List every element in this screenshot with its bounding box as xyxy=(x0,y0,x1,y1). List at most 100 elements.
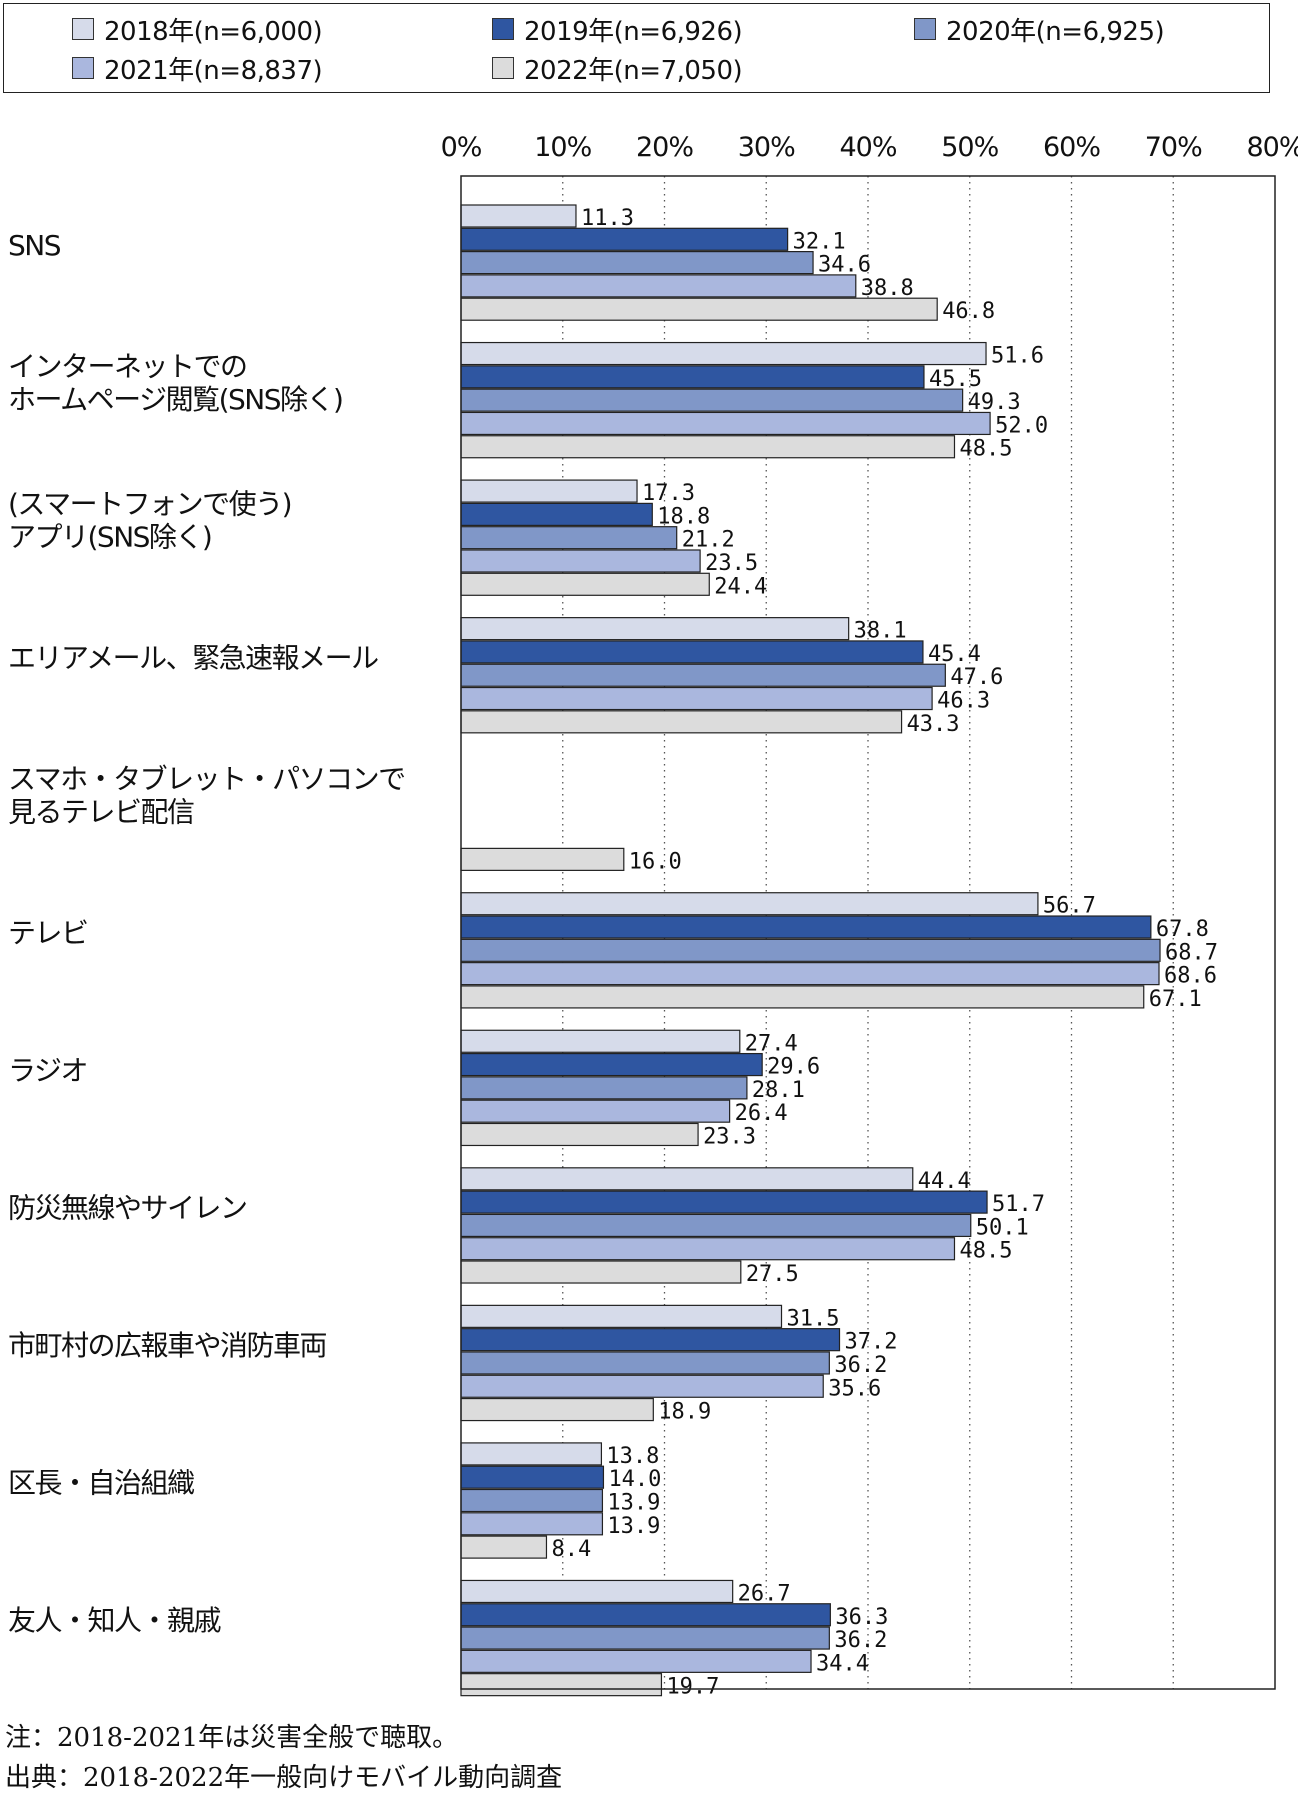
bar-value-label: 68.6 xyxy=(1164,964,1217,989)
bar-value-label: 34.4 xyxy=(816,1651,869,1676)
bar xyxy=(460,1397,654,1422)
bar xyxy=(460,479,638,503)
bar xyxy=(460,1535,548,1559)
bar xyxy=(460,1512,604,1536)
bar xyxy=(460,274,857,298)
plot-frame xyxy=(460,175,1276,1690)
x-tick-label: 10% xyxy=(534,132,591,163)
bar xyxy=(460,847,625,871)
bar-value-label: 67.1 xyxy=(1149,987,1202,1012)
bar xyxy=(460,1673,663,1697)
bar-value-label: 37.2 xyxy=(845,1330,898,1355)
bar xyxy=(460,1167,914,1191)
bar-value-label: 13.9 xyxy=(607,1514,660,1539)
legend-label: 2021年(n=8,837) xyxy=(104,55,323,86)
bar xyxy=(460,1190,988,1214)
bar-value-label: 48.5 xyxy=(959,1239,1012,1264)
bar-value-label: 32.1 xyxy=(793,229,846,254)
bar xyxy=(460,1076,748,1100)
bar xyxy=(460,985,1145,1009)
bar xyxy=(460,1237,956,1261)
bar-value-label: 56.7 xyxy=(1043,894,1096,919)
bar xyxy=(460,572,710,596)
bar xyxy=(460,710,903,734)
legend-swatch xyxy=(914,18,936,40)
bar-value-label: 36.2 xyxy=(834,1628,887,1653)
category-label: 友人・知人・親戚 xyxy=(8,1604,222,1637)
bar-value-label: 34.6 xyxy=(818,253,871,278)
bar xyxy=(460,1122,699,1147)
bar xyxy=(460,1626,830,1650)
bar-value-label: 46.8 xyxy=(942,299,995,324)
bar xyxy=(460,1374,824,1398)
x-tick-label: 50% xyxy=(941,132,998,163)
bar-value-label: 23.3 xyxy=(703,1124,756,1149)
bar-value-label: 49.3 xyxy=(968,390,1021,415)
bar xyxy=(460,1442,603,1466)
category-label: ホームページ閲覧(SNS除く) xyxy=(8,383,342,416)
x-tick-label: 0% xyxy=(441,132,482,163)
legend-item: 2019年(n=6,926) xyxy=(492,16,743,47)
category-label: テレビ xyxy=(8,917,88,950)
bar xyxy=(460,1351,830,1375)
bar xyxy=(460,1649,812,1673)
bar xyxy=(460,341,987,366)
bar-value-label: 18.8 xyxy=(657,504,710,529)
legend-swatch xyxy=(72,57,94,79)
legend: 2018年(n=6,000) 2019年(n=6,926) 2020年(n=6,92… xyxy=(3,3,1270,93)
bar-value-label: 48.5 xyxy=(959,437,1012,462)
bar-value-label: 45.5 xyxy=(929,367,982,392)
bar-value-label: 45.4 xyxy=(928,642,981,667)
bar-value-label: 24.4 xyxy=(714,574,767,599)
bar xyxy=(460,435,956,459)
bar-value-label: 36.3 xyxy=(835,1605,888,1630)
legend-item: 2022年(n=7,050) xyxy=(492,55,743,86)
bar xyxy=(460,365,925,389)
bar-value-label: 27.4 xyxy=(745,1031,798,1056)
legend-item: 2020年(n=6,925) xyxy=(914,16,1165,47)
bar xyxy=(460,1029,741,1053)
bar xyxy=(460,663,946,687)
x-tick-label: 80% xyxy=(1246,132,1298,163)
category-label: 市町村の広報車や消防車両 xyxy=(8,1329,327,1362)
legend-label: 2018年(n=6,000) xyxy=(104,16,323,47)
x-tick-label: 40% xyxy=(839,132,896,163)
bar-value-label: 13.8 xyxy=(606,1444,659,1469)
bar-value-label: 68.7 xyxy=(1165,940,1218,965)
category-label: 防災無線やサイレン xyxy=(8,1192,247,1225)
bar-chart: 0% 10% 20% 30% 40% 50% 60% 70% 80%11.332.134.638… xyxy=(8,132,1298,1700)
category-label: (スマートフォンで使う) xyxy=(8,487,291,520)
bar-value-label: 18.9 xyxy=(658,1400,711,1425)
category-label: 区長・自治組織 xyxy=(8,1467,195,1500)
bar xyxy=(460,388,964,412)
bar xyxy=(460,1099,731,1123)
bar-value-label: 23.5 xyxy=(705,551,758,576)
footnote-note: 注：2018-2021年は災害全般で聴取。 xyxy=(5,1723,459,1753)
category-label: エリアメール、緊急速報メール xyxy=(8,641,378,674)
bar xyxy=(460,1603,831,1627)
footnote-source: 出典：2018-2022年一般向けモバイル動向調査 xyxy=(5,1763,563,1793)
legend-swatch xyxy=(72,18,94,40)
bar-value-label: 27.5 xyxy=(746,1262,799,1287)
bar xyxy=(460,962,1160,986)
bar-value-label: 21.2 xyxy=(682,528,735,553)
legend-swatch xyxy=(492,18,514,40)
bar-value-label: 19.7 xyxy=(666,1675,719,1700)
bar xyxy=(460,1304,783,1328)
bar xyxy=(460,892,1039,916)
bar xyxy=(460,297,938,321)
bar xyxy=(460,640,924,664)
bar xyxy=(460,1465,605,1489)
bar xyxy=(460,251,814,275)
bar-value-label: 36.2 xyxy=(834,1353,887,1378)
bar xyxy=(460,938,1161,962)
bar-value-label: 8.4 xyxy=(551,1537,591,1562)
bar xyxy=(460,549,701,573)
bar xyxy=(460,1488,604,1513)
bar-value-label: 50.1 xyxy=(976,1215,1029,1240)
bar-value-label: 51.7 xyxy=(992,1192,1045,1217)
bar xyxy=(460,1579,734,1604)
bar-value-label: 51.6 xyxy=(991,344,1044,369)
legend-item: 2018年(n=6,000) xyxy=(72,16,323,47)
category-label: 見るテレビ配信 xyxy=(8,795,194,828)
